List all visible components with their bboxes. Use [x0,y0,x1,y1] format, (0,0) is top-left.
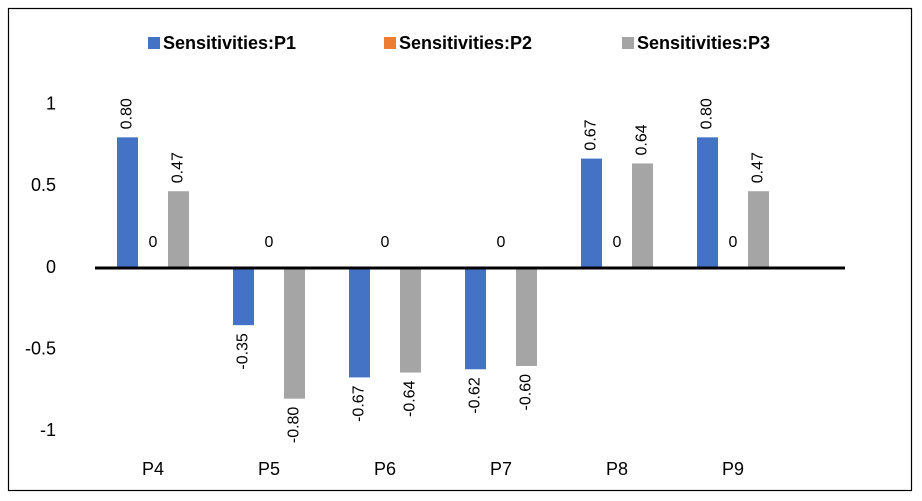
y-tick-label: -0.5 [25,338,56,358]
data-label: 0 [265,234,274,251]
x-tick-label: P9 [722,459,744,479]
bar [697,137,718,268]
y-tick-label: 0 [46,257,56,277]
bar [400,268,421,373]
data-label: -0.35 [235,333,252,370]
data-label: 0 [381,234,390,251]
bar [748,191,769,268]
data-label: 0.67 [583,119,600,150]
legend-label: Sensitivities:P1 [163,33,296,53]
bar [233,268,254,326]
data-label: -0.60 [518,374,535,411]
data-label: 0 [613,234,622,251]
y-tick-label: 0.5 [31,175,56,195]
x-tick-label: P7 [490,459,512,479]
legend-swatch [384,37,396,49]
bar [465,268,486,370]
bar [117,137,138,268]
data-label: 0.47 [750,152,767,183]
bar [284,268,305,399]
legend-swatch [148,37,160,49]
data-label: 0.47 [170,152,187,183]
data-label: -0.80 [286,407,303,444]
bar [632,163,653,268]
data-label: 0.80 [699,98,716,129]
chart-frame [7,7,913,492]
data-label: 0.80 [119,98,136,129]
data-label: -0.64 [402,380,419,417]
y-tick-label: 1 [46,93,56,113]
legend-label: Sensitivities:P2 [399,33,532,53]
x-tick-label: P8 [606,459,628,479]
data-label: 0.64 [634,124,651,155]
data-label: -0.67 [351,385,368,422]
bar [349,268,370,378]
bar [581,158,602,268]
data-label: 0 [497,234,506,251]
data-label: -0.62 [467,377,484,414]
y-tick-label: -1 [40,420,56,440]
data-label: 0 [729,234,738,251]
legend-swatch [622,37,634,49]
legend-label: Sensitivities:P3 [637,33,770,53]
data-label: 0 [149,234,158,251]
x-tick-label: P5 [258,459,280,479]
x-tick-label: P6 [374,459,396,479]
x-tick-label: P4 [142,459,164,479]
bar [516,268,537,366]
bar [168,191,189,268]
